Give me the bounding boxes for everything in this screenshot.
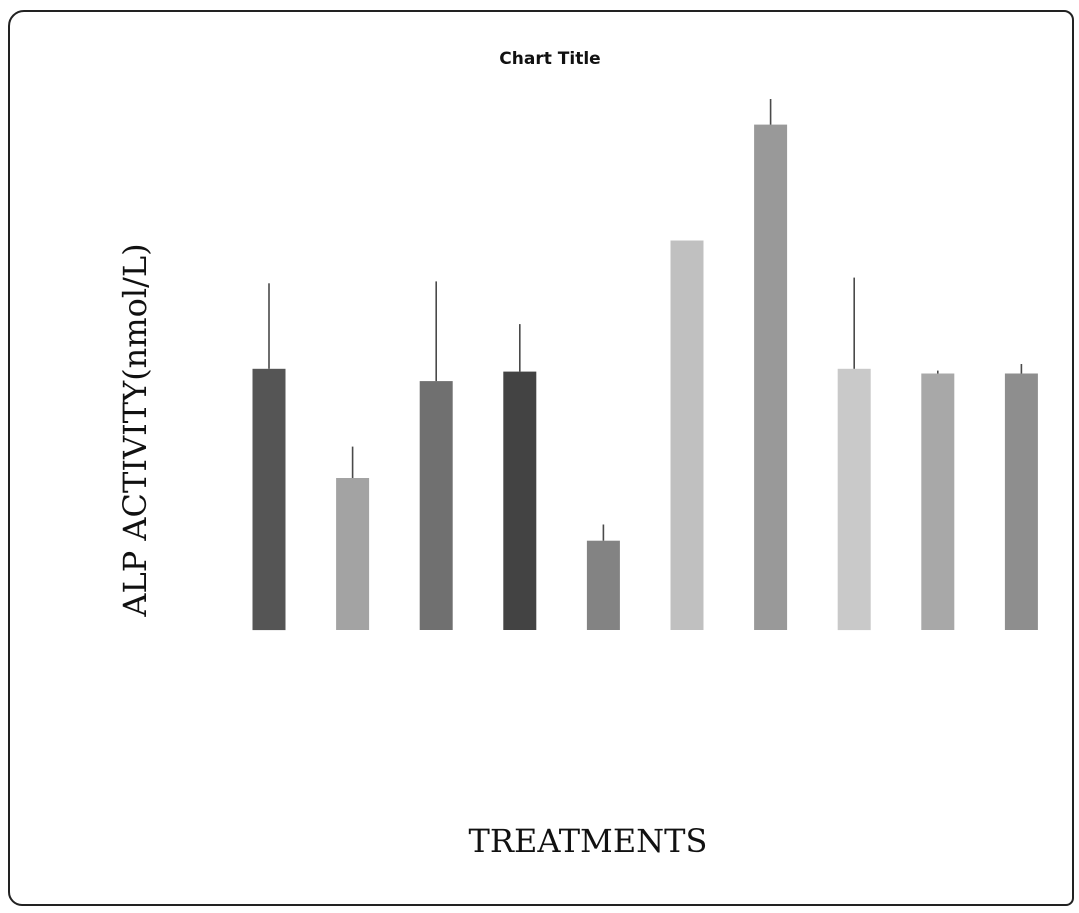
bar-8 xyxy=(837,368,871,631)
bar-4 xyxy=(503,371,537,630)
bar-2 xyxy=(336,478,370,630)
bar-7 xyxy=(754,124,788,630)
chart-svg: Chart Title ALP ACTIVITY(nmol/L) TREATME… xyxy=(116,49,1038,860)
bar-6 xyxy=(670,240,704,630)
bars-group xyxy=(252,124,1038,631)
chart-title: Chart Title xyxy=(499,49,600,69)
bar-1 xyxy=(252,368,286,631)
bar-3 xyxy=(419,381,453,630)
y-axis-label: ALP ACTIVITY(nmol/L) xyxy=(116,243,154,617)
x-axis-label: TREATMENTS xyxy=(469,822,708,860)
bar-10 xyxy=(1004,373,1038,630)
bar-5 xyxy=(586,540,620,630)
bar-9 xyxy=(921,373,955,630)
chart-frame: Chart Title ALP ACTIVITY(nmol/L) TREATME… xyxy=(8,10,1074,906)
error-bars-group xyxy=(268,99,1023,541)
